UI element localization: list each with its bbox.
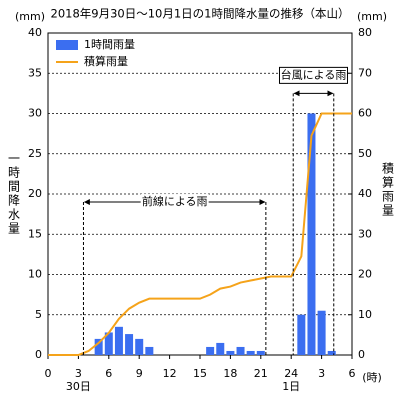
y2-tick-label: 40 — [358, 187, 372, 200]
annotation-text: 前線による雨 — [142, 194, 208, 208]
x-tick-label: 6 — [105, 367, 112, 380]
bar — [94, 338, 103, 355]
annotation-text: 台風による雨 — [281, 67, 347, 81]
y-tick-label: 0 — [35, 348, 42, 361]
line — [48, 112, 352, 356]
bar — [236, 346, 245, 355]
y-tick-label: 15 — [28, 227, 42, 240]
x-tick-label: 6 — [349, 367, 356, 380]
legend-label: 積算雨量 — [84, 54, 128, 68]
x-tick-label: 18 — [223, 367, 237, 380]
y2-tick-label: 50 — [358, 147, 372, 160]
bar — [297, 314, 306, 355]
legend-label: 1時間雨量 — [84, 38, 135, 51]
x-tick-label: 3 — [75, 367, 82, 380]
y2-tick-label: 30 — [358, 227, 372, 240]
bar — [256, 350, 265, 355]
x-tick-label: 0 — [45, 367, 52, 380]
y2-tick-label: 60 — [358, 107, 372, 120]
y2-tick-label: 80 — [358, 26, 372, 39]
y-tick-label: 40 — [28, 26, 42, 39]
y-tick-label: 30 — [28, 107, 42, 120]
y-tick-label: 5 — [35, 308, 42, 321]
x-tick-label: 21 — [254, 367, 268, 380]
y2-tick-label: 0 — [358, 348, 365, 361]
y-tick-label: 35 — [28, 66, 42, 79]
bar — [135, 338, 144, 355]
x-tick-label: 15 — [193, 367, 207, 380]
bar — [125, 334, 134, 355]
bar — [206, 346, 215, 355]
annotation-box — [140, 194, 209, 211]
y2-tick-label: 10 — [358, 308, 372, 321]
chart-title: 2018年9月30日～10月1日の1時間降水量の推移（本山） — [51, 7, 350, 21]
bar — [145, 346, 154, 355]
date-label: 30日 — [66, 380, 91, 393]
y2-tick-label: 70 — [358, 66, 372, 79]
bar — [216, 342, 225, 355]
y-label: 一時間降水量 — [7, 152, 21, 236]
bar — [246, 350, 255, 355]
x-tick-label: 24 — [284, 367, 298, 380]
y2-label: 積算雨量 — [381, 161, 395, 218]
annotation-box — [278, 66, 348, 84]
plot-frame — [47, 32, 353, 356]
bar — [327, 350, 336, 355]
y-unit: (mm) — [15, 10, 45, 23]
bar — [114, 326, 123, 355]
x-unit: (時) — [362, 371, 382, 384]
bar — [104, 332, 113, 355]
date-label: 1日 — [282, 380, 300, 393]
bar — [226, 350, 235, 355]
legend-swatch — [56, 40, 78, 50]
x-tick-label: 12 — [163, 367, 177, 380]
y2-tick-label: 20 — [358, 268, 372, 281]
bar — [317, 310, 326, 355]
x-tick-label: 3 — [318, 367, 325, 380]
y2-unit: (mm) — [357, 10, 387, 23]
bar — [307, 113, 316, 355]
y-tick-label: 20 — [28, 187, 42, 200]
x-tick-label: 9 — [136, 367, 143, 380]
y-tick-label: 10 — [28, 268, 42, 281]
y-tick-label: 25 — [28, 147, 42, 160]
